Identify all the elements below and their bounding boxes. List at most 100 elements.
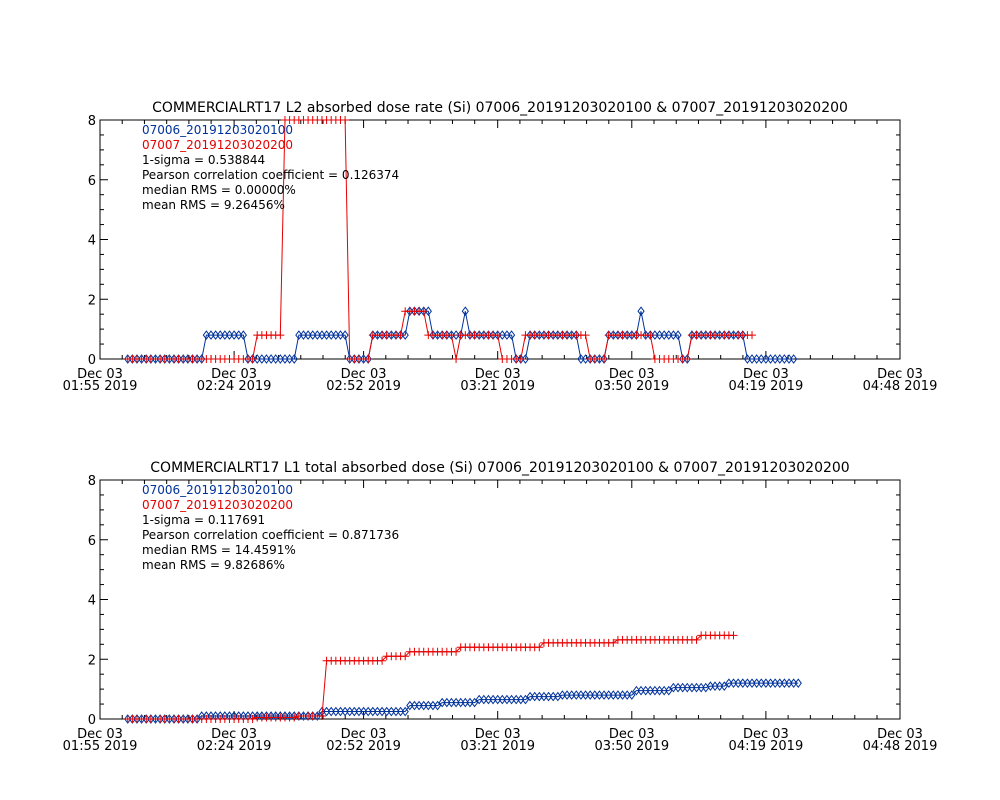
y-tick-label: 2: [88, 653, 96, 668]
x-tick-labels: Dec 03 01:55 2019 Dec 03 02:24 2019 Dec …: [63, 367, 938, 394]
x-tick-time: 04:19 2019: [729, 739, 804, 754]
legend-entry-series-a: 07006_20191203020100: [142, 123, 293, 137]
data-point-diamond: [401, 330, 409, 340]
stat-pearson: Pearson correlation coefficient = 0.1263…: [142, 168, 399, 182]
data-point-plus: [692, 635, 701, 644]
chart-panel-dose-rate: COMMERCIALRT17 L2 absorbed dose rate (Si…: [63, 100, 938, 394]
data-point-plus: [248, 355, 257, 363]
x-tick-time: 02:24 2019: [197, 739, 272, 754]
data-point-plus: [396, 331, 405, 340]
y-tick-label: 0: [88, 353, 96, 368]
data-point-diamond: [401, 706, 409, 717]
legend-entry-series-b: 07007_20191203020200: [142, 138, 293, 152]
data-point-diamond: [313, 711, 321, 721]
data-point-plus: [364, 355, 373, 363]
data-point-plus: [401, 652, 410, 661]
stat-sigma: 1-sigma = 0.538844: [142, 153, 265, 167]
x-tick-labels: Dec 03 01:55 2019 Dec 03 02:24 2019 Dec …: [63, 727, 938, 754]
y-tick-labels: 0 2 4 6 8: [88, 114, 96, 368]
x-tick-date: Dec 03: [877, 727, 923, 742]
y-tick-label: 6: [88, 534, 96, 549]
data-point-plus: [748, 331, 757, 340]
y-tick-label: 6: [88, 174, 96, 189]
x-tick-date: Dec 03: [475, 367, 521, 382]
x-tick-time: 02:24 2019: [197, 379, 272, 394]
x-tick-date: Dec 03: [609, 727, 655, 742]
data-point-diamond: [794, 678, 802, 688]
x-tick-date: Dec 03: [743, 727, 789, 742]
data-point-plus: [535, 643, 544, 652]
x-tick-time: 03:21 2019: [460, 739, 535, 754]
y-tick-label: 0: [88, 713, 96, 728]
chart-title: COMMERCIALRT17 L1 total absorbed dose (S…: [150, 460, 849, 476]
data-point-plus: [729, 631, 738, 640]
data-point-plus: [493, 331, 502, 340]
y-tick-label: 2: [88, 293, 96, 308]
data-point-plus: [290, 713, 299, 722]
series-layer: [123, 116, 798, 364]
x-tick-time: 02:52 2019: [326, 379, 401, 394]
y-tick-label: 8: [88, 474, 96, 489]
data-point-diamond: [470, 697, 479, 708]
data-point-diamond: [433, 700, 442, 711]
x-tick-date: Dec 03: [77, 727, 123, 742]
series-layer: [123, 631, 802, 724]
x-tick-time: 03:50 2019: [594, 739, 669, 754]
data-point-diamond: [628, 690, 636, 700]
x-tick-date: Dec 03: [475, 727, 521, 742]
stat-median-rms: median RMS = 14.4591%: [142, 543, 296, 557]
x-tick-time: 04:19 2019: [729, 379, 804, 394]
stat-median-rms: median RMS = 0.00000%: [142, 183, 296, 197]
data-point-diamond: [424, 306, 432, 317]
x-tick-date: Dec 03: [211, 727, 257, 742]
data-point-diamond: [290, 354, 298, 364]
data-point-diamond: [720, 681, 728, 691]
stat-mean-rms: mean RMS = 9.26456%: [142, 198, 285, 212]
data-point-plus: [646, 331, 655, 340]
x-tick-date: Dec 03: [877, 367, 923, 382]
data-point-diamond: [790, 354, 798, 364]
data-point-plus: [248, 715, 257, 723]
stats-annotations: 07006_20191203020100 07007_2019120302020…: [142, 483, 399, 572]
data-point-plus: [609, 638, 618, 647]
x-tick-time: 01:55 2019: [63, 739, 138, 754]
x-tick-date: Dec 03: [743, 367, 789, 382]
data-point-plus: [581, 331, 590, 340]
data-point-plus: [378, 656, 387, 665]
data-point-diamond: [665, 685, 673, 696]
axis-ticks: [99, 119, 901, 360]
data-point-diamond: [341, 330, 349, 340]
data-point-diamond: [239, 330, 247, 340]
data-point-plus: [317, 712, 326, 721]
x-tick-time: 04:48 2019: [863, 379, 938, 394]
data-point-plus: [516, 355, 525, 363]
data-point-plus: [683, 355, 692, 363]
x-tick-time: 03:21 2019: [460, 379, 535, 394]
data-point-plus: [419, 307, 428, 316]
legend-entry-series-b: 07007_20191203020200: [142, 498, 293, 512]
y-tick-labels: 0 2 4 6 8: [88, 474, 96, 728]
data-point-diamond: [674, 330, 682, 340]
stats-annotations: 07006_20191203020100 07007_2019120302020…: [142, 123, 399, 212]
axis-ticks: [99, 479, 901, 720]
chart-panel-total-dose: COMMERCIALRT17 L1 total absorbed dose (S…: [63, 460, 938, 754]
x-tick-date: Dec 03: [341, 367, 387, 382]
x-tick-date: Dec 03: [77, 367, 123, 382]
x-tick-time: 02:52 2019: [326, 739, 401, 754]
data-point-plus: [452, 355, 461, 363]
stat-sigma: 1-sigma = 0.117691: [142, 513, 265, 527]
x-tick-date: Dec 03: [609, 367, 655, 382]
x-tick-date: Dec 03: [341, 727, 387, 742]
x-tick-time: 01:55 2019: [63, 379, 138, 394]
data-point-diamond: [521, 354, 530, 364]
data-point-plus: [276, 331, 285, 340]
data-point-diamond: [461, 306, 469, 317]
stat-pearson: Pearson correlation coefficient = 0.8717…: [142, 528, 399, 542]
legend-entry-series-a: 07006_20191203020100: [142, 483, 293, 497]
data-point-plus: [341, 116, 350, 124]
y-tick-label: 4: [88, 594, 96, 609]
data-point-plus: [600, 355, 609, 363]
y-tick-label: 4: [88, 234, 96, 249]
data-point-plus: [447, 331, 456, 340]
